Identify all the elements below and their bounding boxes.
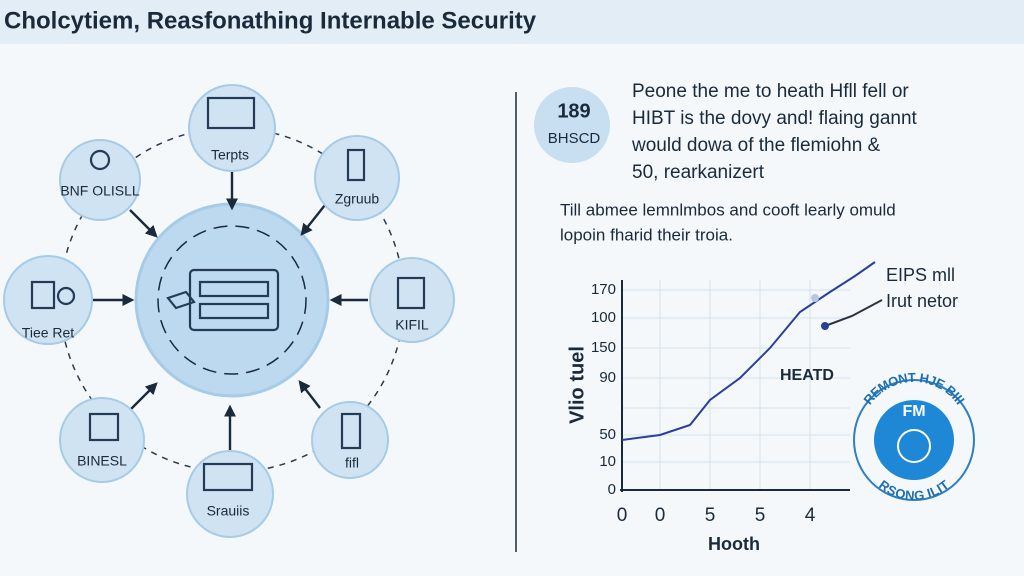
title-bar xyxy=(0,0,1024,44)
node-top-left: BNF OLISLL xyxy=(59,139,141,221)
node-label: BINESL xyxy=(77,453,127,469)
stamp-ring-bottom: RSONG ILIT xyxy=(876,477,952,503)
center-icon xyxy=(166,268,280,332)
x-tick-label: 5 xyxy=(705,505,716,526)
x-axis-title: Hooth xyxy=(708,534,760,554)
subtext-line: Till abmee lemnlmbos and cooft learly om… xyxy=(560,200,896,219)
y-axis-title: Vlio tuel xyxy=(566,346,588,424)
node-label: fifl xyxy=(345,455,359,471)
y-tick-label: 100 xyxy=(591,309,616,326)
badge-circle xyxy=(534,87,610,163)
legend-entry: EIPS mll xyxy=(886,265,955,285)
badge-number: 189 xyxy=(557,100,590,122)
y-tick-label: 90 xyxy=(599,369,616,386)
node-label: Terpts xyxy=(211,147,249,163)
stamp-ring xyxy=(853,379,975,501)
y-tick-label: 150 xyxy=(591,339,616,356)
node-bottom-right: fifl xyxy=(311,401,389,479)
chart: 170 100 150 90 50 10 0 0 0 5 5 4 Hooth V… xyxy=(566,261,958,554)
badge-label: BHSCD xyxy=(548,130,601,147)
title: Cholcytiem, Reasfonathing Internable Sec… xyxy=(4,7,537,34)
paragraph-line: HIBT is the dovy and! flaing gannt xyxy=(632,108,918,129)
y-tick-label: 170 xyxy=(591,281,616,298)
node-bottom: Srauiis xyxy=(186,450,274,538)
x-tick-label: 0 xyxy=(617,505,628,526)
node-bottom-left: BINESL xyxy=(59,397,145,483)
y-tick-label: 50 xyxy=(599,426,616,443)
annotation: HEATD xyxy=(780,367,834,384)
diagram: Terpts Zgruub KIFIL fifl Srauiis BINESL xyxy=(3,84,455,538)
center-dash xyxy=(157,225,307,375)
x-tick-label: 0 xyxy=(655,505,666,526)
x-tick-label: 4 xyxy=(805,505,816,526)
node-label: Srauiis xyxy=(207,503,250,519)
line-second xyxy=(824,299,883,327)
badge: 189 BHSCD xyxy=(534,87,610,163)
paragraph-line: would dowa of the flemiohn & xyxy=(631,135,881,156)
stamp-emblem xyxy=(897,429,931,463)
legend-entry: Irut netor xyxy=(886,291,958,311)
node-label: Zgruub xyxy=(335,191,380,207)
y-tick-label: 10 xyxy=(599,453,616,470)
stamp-label: FM xyxy=(902,403,925,420)
point xyxy=(811,294,819,302)
grid xyxy=(622,280,850,490)
node-left: Tiee Ret xyxy=(3,255,93,345)
paragraph-line: Peone the me to heath Hfll fell or xyxy=(632,81,909,102)
arrows xyxy=(93,172,368,450)
node-right: KIFIL xyxy=(369,257,455,343)
stamp-ring-text: RSONG ILIT xyxy=(876,477,952,503)
stamp: FM REMONT HJE BIII RSONG ILIT xyxy=(853,370,975,504)
point xyxy=(821,322,829,330)
x-tick-label: 5 xyxy=(755,505,766,526)
center-circle xyxy=(134,202,330,398)
stamp-center xyxy=(874,400,954,480)
node-label: BNF OLISLL xyxy=(60,183,140,199)
node-top-right: Zgruub xyxy=(314,135,400,221)
subtext-line: lopoin fharid their troia. xyxy=(560,225,733,244)
node-top: Terpts xyxy=(188,84,276,172)
y-tick-label: 0 xyxy=(608,481,616,498)
line-main xyxy=(621,261,876,441)
node-label: KIFIL xyxy=(395,317,429,333)
node-label: Tiee Ret xyxy=(22,325,75,341)
paragraph-line: 50, rearkanizert xyxy=(632,162,765,183)
